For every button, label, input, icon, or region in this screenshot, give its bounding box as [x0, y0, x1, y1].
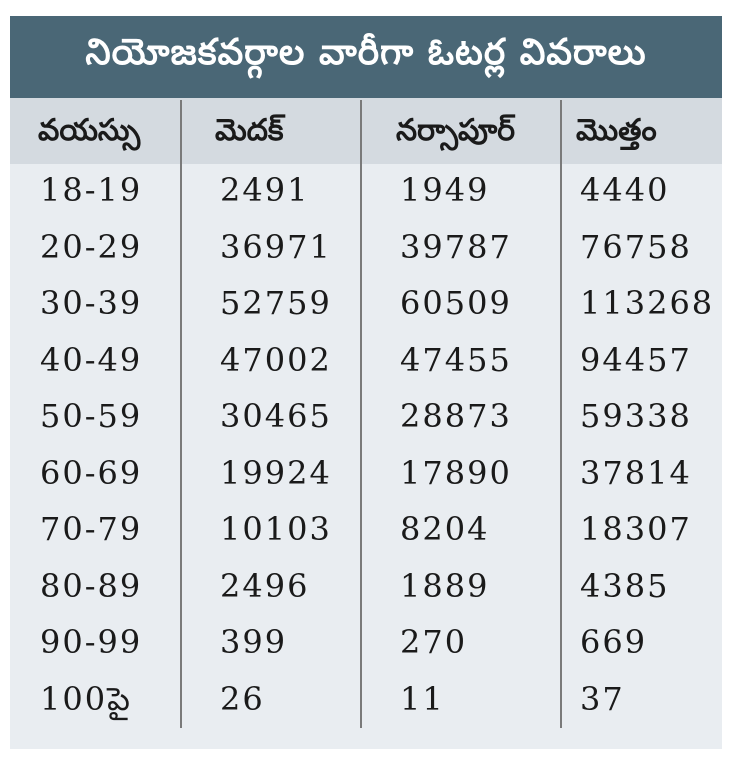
- table-body: 18-19 2491 1949 4440 20-29 36971 39787 7…: [10, 164, 722, 729]
- cell-narsapur: 1889: [400, 566, 490, 605]
- cell-narsapur: 39787: [400, 227, 512, 266]
- table-row: 20-29 36971 39787 76758: [10, 221, 722, 278]
- cell-age: 100పై: [40, 679, 132, 718]
- header-age: వయస్సు: [38, 113, 141, 148]
- cell-medak: 47002: [220, 340, 332, 379]
- header-medak: మెదక్: [215, 113, 284, 148]
- table-row: 18-19 2491 1949 4440: [10, 164, 722, 221]
- cell-total: 18307: [580, 510, 692, 548]
- table-row: 40-49 47002 47455 94457: [10, 334, 722, 391]
- cell-medak: 30465: [220, 397, 332, 435]
- cell-age: 70-79: [40, 510, 143, 548]
- cell-total: 37: [580, 679, 625, 718]
- table-row: 60-69 19924 17890 37814: [10, 447, 722, 504]
- cell-medak: 2496: [220, 566, 310, 605]
- cell-total: 76758: [580, 227, 692, 266]
- title-bar: నియోజకవర్గాల వారీగా ఓటర్ల వివరాలు: [10, 16, 722, 98]
- cell-narsapur: 1949: [400, 171, 490, 209]
- cell-narsapur: 11: [400, 679, 445, 718]
- cell-narsapur: 17890: [400, 453, 512, 492]
- cell-age: 60-69: [40, 453, 143, 492]
- table-row: 70-79 10103 8204 18307: [10, 503, 722, 560]
- cell-narsapur: 28873: [400, 397, 512, 435]
- column-divider: [360, 100, 362, 728]
- table-header-row: వయస్సు మెదక్ నర్సాపూర్ మొత్తం: [10, 98, 722, 164]
- cell-age: 40-49: [40, 340, 143, 379]
- table-row: 30-39 52759 60509 113268: [10, 277, 722, 334]
- column-divider: [180, 100, 182, 728]
- cell-total: 113268: [580, 284, 715, 322]
- cell-medak: 2491: [220, 171, 310, 209]
- cell-total: 4385: [580, 566, 670, 605]
- cell-total: 37814: [580, 453, 692, 492]
- cell-age: 80-89: [40, 566, 143, 605]
- cell-total: 669: [580, 623, 648, 661]
- voter-table-card: నియోజకవర్గాల వారీగా ఓటర్ల వివరాలు వయస్సు…: [10, 16, 722, 749]
- header-narsapur: నర్సాపూర్: [396, 113, 516, 148]
- cell-age: 20-29: [40, 227, 143, 266]
- cell-medak: 36971: [220, 227, 332, 266]
- cell-age: 30-39: [40, 284, 143, 322]
- table-title: నియోజకవర్గాల వారీగా ఓటర్ల వివరాలు: [85, 32, 647, 73]
- cell-narsapur: 60509: [400, 284, 512, 322]
- cell-medak: 399: [220, 623, 288, 661]
- cell-age: 18-19: [40, 171, 143, 209]
- table-row: 90-99 399 270 669: [10, 616, 722, 673]
- cell-medak: 19924: [220, 453, 332, 492]
- cell-total: 4440: [580, 171, 670, 209]
- cell-age: 90-99: [40, 623, 143, 661]
- cell-narsapur: 270: [400, 623, 468, 661]
- cell-medak: 10103: [220, 510, 332, 548]
- table-row: 80-89 2496 1889 4385: [10, 560, 722, 617]
- table-row: 100పై 26 11 37: [10, 673, 722, 730]
- column-divider: [560, 100, 562, 728]
- table-row: 50-59 30465 28873 59338: [10, 390, 722, 447]
- cell-total: 59338: [580, 397, 692, 435]
- cell-medak: 52759: [220, 284, 332, 322]
- cell-age: 50-59: [40, 397, 143, 435]
- cell-total: 94457: [580, 340, 692, 379]
- cell-medak: 26: [220, 679, 265, 718]
- cell-narsapur: 8204: [400, 510, 490, 548]
- cell-narsapur: 47455: [400, 340, 512, 379]
- header-total: మొత్తం: [576, 113, 657, 148]
